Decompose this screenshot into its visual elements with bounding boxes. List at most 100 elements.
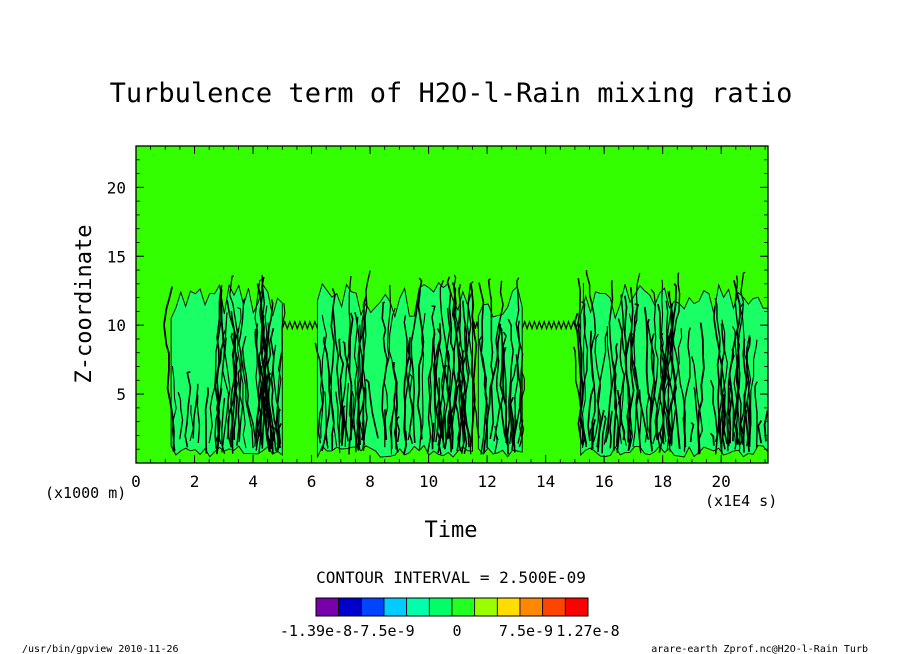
contour-line [718, 319, 728, 445]
colorbar-label: -7.5e-9 [351, 622, 414, 640]
contour-line [619, 397, 622, 445]
contour-line [615, 293, 625, 447]
contour-line [611, 361, 618, 451]
x-axis-label: Time [425, 518, 478, 543]
contour-line [330, 434, 334, 451]
contour-line [365, 378, 379, 439]
contour-lines [163, 270, 768, 455]
colorbar-swatch [428, 597, 453, 617]
contour-line [623, 295, 631, 443]
contour-line [353, 316, 359, 451]
contour-line [693, 387, 701, 454]
contour-line [189, 404, 194, 442]
contour-line [403, 315, 409, 446]
contour-line [384, 409, 388, 440]
contour-line [478, 335, 488, 455]
contour-line [656, 392, 661, 440]
contour-line [643, 306, 652, 440]
contour-line [742, 409, 748, 453]
contour-line [338, 338, 345, 445]
contour-line [494, 425, 498, 454]
contour-line [709, 432, 715, 446]
y-axis-ticks: 5 10 15 20 [107, 159, 768, 450]
contour-line [270, 425, 277, 451]
contour-line [515, 277, 524, 448]
contour-line [348, 312, 354, 455]
x-tick-label: 20 [712, 472, 731, 491]
contour-line [505, 318, 514, 444]
contour-line [609, 410, 613, 449]
colorbar-label: -1.39e-8 [280, 622, 352, 640]
contour-line [262, 314, 271, 452]
contour-line [662, 300, 670, 441]
contour-line [734, 275, 740, 450]
contour-line [739, 336, 751, 445]
contour-line [204, 387, 209, 454]
contour-line [657, 303, 667, 453]
contour-line [682, 417, 687, 448]
contour-line [269, 328, 281, 449]
colorbar-label: 1.27e-8 [556, 622, 619, 640]
contour-line [358, 378, 366, 446]
colorbar-swatch [496, 597, 521, 617]
contour-line [171, 365, 177, 452]
inversion-contour-1 [471, 321, 479, 329]
contour-line [727, 380, 731, 444]
contour-line [332, 308, 345, 447]
contour-line [361, 270, 371, 452]
contour-line [509, 364, 517, 445]
contour-line [719, 394, 726, 439]
contour-line [419, 312, 426, 442]
contour-line [511, 417, 516, 453]
contour-line [754, 381, 758, 448]
contour-line [410, 277, 423, 443]
y-tick-label: 10 [107, 316, 126, 335]
contour-line [221, 397, 226, 454]
contour-line [351, 390, 359, 451]
contour-line [381, 301, 389, 441]
footer-right: arare-earth_Zprof.nc@H2O-l-Rain_Turb [651, 644, 868, 654]
contour-line [669, 283, 681, 449]
contour-line [255, 323, 261, 445]
contour-line [404, 430, 408, 441]
colorbar-swatch [451, 597, 476, 617]
contour-line [710, 380, 719, 455]
colorbar-swatch [383, 597, 408, 617]
contour-line [453, 274, 464, 448]
colorbar-swatch [542, 597, 566, 617]
contour-line [520, 370, 525, 442]
contour-line [487, 278, 494, 440]
y-tick-label: 15 [107, 247, 126, 266]
contour-line [184, 370, 192, 448]
contour-line [457, 370, 462, 452]
contour-line [416, 289, 425, 440]
contour-line [177, 391, 184, 440]
contour-line [596, 330, 609, 448]
footer-left: /usr/bin/gpview 2010-11-26 [22, 644, 179, 654]
x-axis-ticks: 0 2 4 6 8 10 12 14 16 18 20 [131, 146, 766, 491]
contour-line [729, 387, 735, 442]
contour-line [620, 333, 631, 446]
colorbar-swatch [315, 597, 340, 617]
colorbar-swatch [474, 597, 498, 617]
contour-interval-text: CONTOUR INTERVAL = 2.500E-09 [316, 568, 586, 587]
contour-line [587, 330, 596, 442]
contour-line [439, 280, 452, 445]
contour-line [449, 380, 462, 453]
contour-line [630, 333, 639, 447]
contour-line [581, 282, 588, 445]
contour-line [314, 342, 324, 444]
plot-frame [135, 145, 769, 464]
colorbar-label: 0 [452, 622, 461, 640]
contour-line [392, 361, 398, 450]
y-tick-label: 20 [107, 178, 126, 197]
contour-line [335, 391, 341, 443]
contour-line [356, 305, 365, 451]
x-tick-label: 10 [419, 472, 438, 491]
colorbar-labels: -1.39e-8 -7.5e-9 0 7.5e-9 1.27e-8 [280, 622, 620, 640]
contour-line [657, 432, 661, 449]
contour-line [625, 313, 633, 450]
contour-line [276, 423, 282, 452]
contour-line [446, 350, 452, 440]
